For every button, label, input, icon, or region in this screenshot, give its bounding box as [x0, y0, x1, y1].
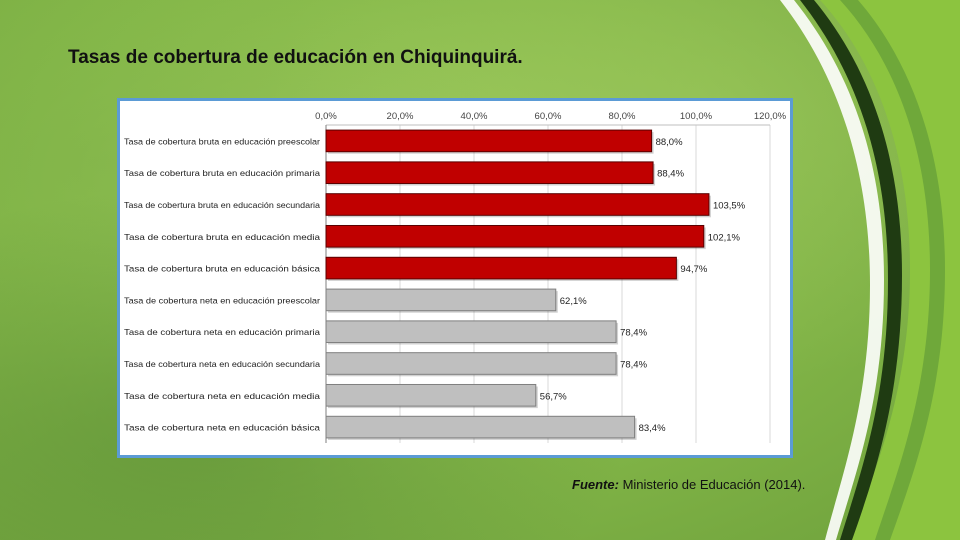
decorative-swoosh [780, 0, 960, 540]
y-category-label: Tasa de cobertura neta en educación prim… [124, 327, 320, 337]
bar [325, 383, 537, 407]
y-category-label: Tasa de cobertura bruta en educación med… [124, 232, 320, 242]
y-category-label: Tasa de cobertura bruta en educación pre… [124, 136, 320, 146]
bar-value-label: 103,5% [713, 201, 746, 212]
chart-frame: 0,0% 20,0% 40,0% 60,0% 80,0% 100,0% 120,0% 88,0… [117, 98, 793, 458]
bar-value-label: 56,7% [540, 391, 567, 402]
bar [325, 129, 653, 153]
bar-value-label: 102,1% [708, 232, 741, 243]
bar-value-label: 83,4% [639, 423, 666, 434]
x-tick-label: 60,0% [535, 111, 562, 122]
y-category-label: Tasa de cobertura neta en educación pree… [124, 295, 320, 305]
source-label: Fuente: [572, 477, 619, 492]
bar [325, 352, 617, 375]
y-category-label: Tasa de cobertura bruta en educación pri… [124, 168, 320, 178]
x-tick-label: 100,0% [680, 111, 713, 122]
bar-value-label: 88,4% [657, 169, 684, 180]
x-tick-label: 40,0% [461, 111, 488, 122]
bar-value-label: 94,7% [680, 264, 707, 275]
y-category-label: Tasa de cobertura neta en educación medi… [124, 391, 320, 401]
bar-value-label: 62,1% [560, 296, 587, 307]
source-note: Fuente: Ministerio de Educación (2014). [572, 477, 805, 492]
bar [325, 320, 617, 344]
bar [325, 193, 710, 216]
y-category-label: Tasa de cobertura bruta en educación bás… [124, 264, 320, 274]
bar-value-label: 78,4% [620, 328, 647, 339]
bar [325, 224, 705, 248]
bar [325, 161, 654, 185]
y-category-label: Tasa de cobertura bruta en educación sec… [124, 200, 320, 210]
bar [325, 415, 636, 439]
y-category-label: Tasa de cobertura neta en educación bási… [124, 423, 320, 433]
bar [325, 256, 677, 280]
x-tick-label: 80,0% [609, 111, 636, 122]
slide-title: Tasas de cobertura de educación en Chiqu… [68, 47, 523, 68]
x-tick-label: 120,0% [754, 111, 787, 122]
x-tick-label: 0,0% [315, 111, 337, 122]
bar [325, 288, 557, 312]
y-category-label: Tasa de cobertura neta en educación secu… [124, 359, 320, 369]
bar-value-label: 78,4% [620, 360, 647, 371]
source-text: Ministerio de Educación (2014). [618, 477, 806, 492]
bar-value-label: 88,0% [656, 137, 683, 148]
coverage-bar-chart: 0,0% 20,0% 40,0% 60,0% 80,0% 100,0% 120,0% 88,0… [124, 111, 787, 443]
x-tick-label: 20,0% [387, 111, 414, 122]
